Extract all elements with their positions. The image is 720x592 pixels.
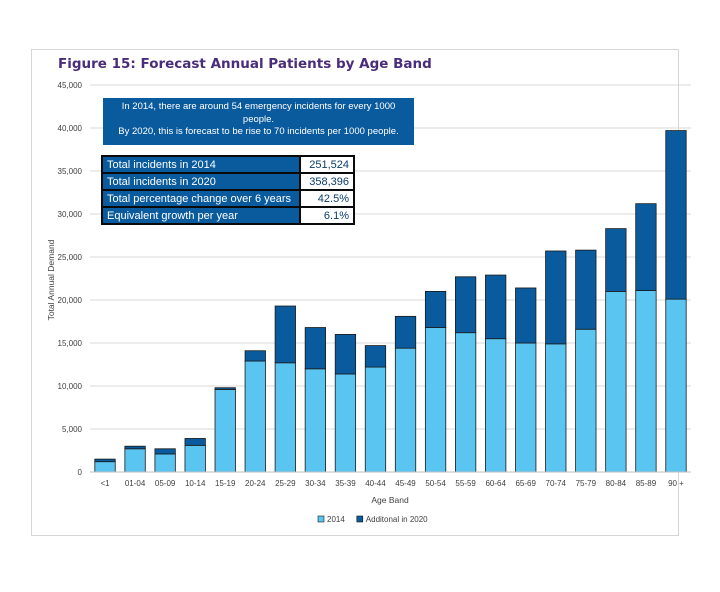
annotation-line: By 2020, this is forecast to be rise to … (118, 126, 399, 137)
x-tick-label: 15-19 (215, 479, 236, 488)
legend-label: 2014 (327, 515, 345, 524)
annotation-box: In 2014, there are around 54 emergency i… (103, 98, 414, 145)
bar-additional-2020 (485, 274, 507, 340)
bar-2014 (94, 461, 116, 473)
y-tick-label: 15,000 (58, 339, 83, 348)
bar-2014 (575, 328, 597, 473)
stat-label: Total incidents in 2020 (101, 172, 301, 191)
y-axis-label: Total Annual Demand (46, 239, 56, 320)
y-tick-labels: 0 5,000 10,000 15,000 20,000 25,000 30,000 35,0… (58, 81, 83, 477)
x-tick-label: 50-54 (425, 479, 446, 488)
bar-additional-2020 (94, 458, 116, 463)
bar-additional-2020 (575, 249, 597, 330)
x-tick-label: 85-89 (636, 479, 657, 488)
bar-additional-2020 (304, 327, 326, 370)
y-tick-label: 10,000 (58, 382, 83, 391)
bar-2014 (244, 360, 266, 473)
table-row: Total incidents in 2020 358,396 (101, 172, 355, 191)
stat-value: 251,524 (299, 155, 355, 174)
x-tick-label: 30-34 (305, 479, 326, 488)
stat-value: 358,396 (299, 172, 355, 191)
bar-2014 (304, 368, 326, 473)
stat-value: 6.1% (299, 206, 355, 225)
y-tick-label: 35,000 (58, 167, 83, 176)
bar-additional-2020 (364, 345, 387, 368)
chart-title: Figure 15: Forecast Annual Patients by A… (58, 56, 432, 72)
x-tick-label: 20-24 (245, 479, 266, 488)
stat-label: Equivalent growth per year (101, 206, 301, 225)
bar-additional-2020 (184, 438, 206, 446)
bar-additional-2020 (605, 228, 627, 292)
x-tick-label: 75-79 (576, 479, 597, 488)
y-tick-label: 45,000 (58, 81, 83, 90)
x-tick-label: 05-09 (155, 479, 176, 488)
bar-2014 (214, 389, 236, 473)
bar-2014 (635, 290, 657, 473)
y-tick-label: 0 (78, 468, 83, 477)
bar-2014 (274, 362, 296, 473)
y-tick-label: 5,000 (62, 425, 83, 434)
x-tick-label: 45-49 (395, 479, 416, 488)
x-tick-label: 25-29 (275, 479, 296, 488)
legend-swatch (356, 515, 364, 523)
y-tick-label: 40,000 (58, 124, 83, 133)
stat-label: Total percentage change over 6 years (101, 189, 301, 208)
bar-additional-2020 (455, 276, 477, 334)
x-tick-label: 65-69 (515, 479, 536, 488)
x-tick-label: 60-64 (485, 479, 506, 488)
legend-label: Additonal in 2020 (366, 515, 428, 524)
bar-2014 (154, 453, 176, 473)
bar-additional-2020 (214, 387, 236, 390)
x-tick-label: 10-14 (185, 479, 206, 488)
bar-2014 (455, 332, 477, 473)
bar-2014 (485, 338, 507, 473)
stats-table: Total incidents in 2014 251,524 Total in… (101, 155, 355, 225)
bar-additional-2020 (545, 250, 567, 345)
x-tick-label: 80-84 (606, 479, 627, 488)
bar-additional-2020 (665, 130, 687, 300)
annotation-line: In 2014, there are around 54 emergency i… (121, 101, 396, 112)
y-tick-label: 25,000 (58, 253, 83, 262)
annotation-line: people. (242, 113, 275, 125)
bar-2014 (545, 343, 567, 473)
x-tick-label: 70-74 (546, 479, 567, 488)
bar-additional-2020 (424, 290, 447, 328)
bar-2014 (515, 342, 537, 473)
bar-2014 (424, 327, 447, 473)
bar-additional-2020 (635, 203, 657, 291)
bar-additional-2020 (244, 350, 266, 362)
bar-additional-2020 (394, 315, 417, 349)
legend-swatch (317, 515, 325, 523)
x-tick-label: 55-59 (455, 479, 476, 488)
y-tick-label: 30,000 (58, 210, 83, 219)
bar-additional-2020 (274, 305, 296, 364)
x-tick-label: 35-39 (335, 479, 356, 488)
bar-2014 (394, 347, 417, 473)
bar-2014 (364, 366, 387, 473)
x-axis-label: Age Band (371, 495, 409, 505)
x-tick-label: <1 (100, 479, 110, 488)
table-row: Equivalent growth per year 6.1% (101, 206, 355, 225)
legend: 2014 Additonal in 2020 (317, 515, 428, 524)
x-tick-label: 90 + (668, 479, 684, 488)
x-tick-label: 01-04 (125, 479, 146, 488)
y-tick-label: 20,000 (58, 296, 83, 305)
table-row: Total percentage change over 6 years 42.… (101, 189, 355, 208)
stat-label: Total incidents in 2014 (101, 155, 301, 174)
x-tick-label: 40-44 (365, 479, 386, 488)
bar-additional-2020 (124, 445, 146, 450)
bar-2014 (665, 298, 687, 473)
bar-additional-2020 (515, 287, 537, 344)
bar-2014 (124, 448, 146, 473)
bar-2014 (605, 290, 627, 473)
x-tick-labels: <1 01-04 05-09 10-14 15-19 20-24 25-29 30-34 35-… (100, 479, 684, 488)
bar-2014 (334, 373, 357, 473)
bar-additional-2020 (154, 448, 176, 455)
table-row: Total incidents in 2014 251,524 (101, 155, 355, 174)
stat-value: 42.5% (299, 189, 355, 208)
bar-additional-2020 (334, 333, 357, 375)
bar-2014 (184, 444, 206, 473)
